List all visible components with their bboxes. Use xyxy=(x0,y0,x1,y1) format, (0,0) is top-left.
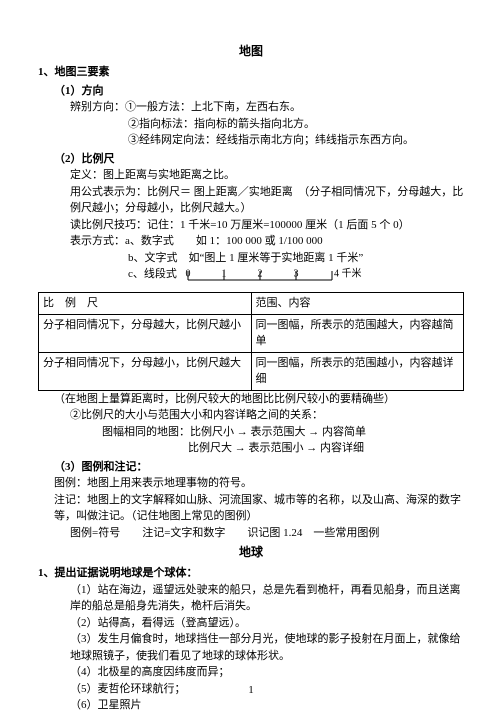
table-cell: 同一图幅，所表示的范围越大，内容越简单 xyxy=(251,314,464,352)
sec2-p1: （1）站在海边，遥望远处驶来的船只，总是先看到桅杆，再看见船身，而且送离岸的船总… xyxy=(38,582,464,615)
table-cell: 同一图幅，所表示的范围越小，内容越详细 xyxy=(251,352,464,390)
sec1-s2-p6-prefix: c、线段式 xyxy=(128,266,177,283)
sec1-s2-p1: 定义：图上距离与实地距离之比。 xyxy=(38,167,464,184)
sec1-s3-p3: 图例=符号 注记=文字和数字 识记图 1.24 一些常用图例 xyxy=(38,525,464,542)
sec1-s1-p2: ②指向标法：指向标的箭头指向北方。 xyxy=(38,116,464,133)
table-row: 比 例 尺 范围、内容 xyxy=(39,293,464,315)
ruler-tick-1: 1 xyxy=(221,268,226,279)
sec1-s3-p2: 注记：地图上的文字解释如山脉、河流国家、城市等的名称，以及山高、海深的数字等，叫… xyxy=(38,492,464,525)
scale-ruler: 0 1 2 3 4 千米 xyxy=(183,266,363,288)
sec1-s2-p4: 表示方式：a、数字式 如 1：100 000 或 1/100 000 xyxy=(38,233,464,250)
sec1-s2-p3: 读比例尺技巧：记住：1 千米=10 万厘米=100000 厘米（1 后面 5 个… xyxy=(38,217,464,234)
sec1-s3-p1: 图例：地图上用来表示地理事物的符号。 xyxy=(38,475,464,492)
sec1-s2-p10: 比例尺大 → 表示范围小 → 内容详细 xyxy=(38,440,464,457)
sec2-p3: （3）发生月偏食时，地球挡住一部分月光，使地球的影子投射在月面上，就像给地球照镜… xyxy=(38,631,464,664)
page-number: 1 xyxy=(0,682,502,699)
sec1-s1-heading: （1）方向 xyxy=(38,83,464,100)
scale-table: 比 例 尺 范围、内容 分子相同情况下，分母越大，比例尺越小 同一图幅，所表示的… xyxy=(38,292,464,391)
ruler-tick-0: 0 xyxy=(185,268,190,279)
sec1-s1-p1: 辨别方向：①一般方法：上北下南，左西右东。 xyxy=(38,99,464,116)
sec1-s3-heading: （3）图例和注记： xyxy=(38,459,464,476)
sec1-s2-heading: （2）比例尺 xyxy=(38,151,464,168)
table-cell: 分子相同情况下，分母越小，比例尺越大 xyxy=(39,352,252,390)
table-row: 分子相同情况下，分母越大，比例尺越小 同一图幅，所表示的范围越大，内容越简单 xyxy=(39,314,464,352)
sec1-s2-p5: b、文字式 如“图上 1 厘米等于实地距离 1 千米” xyxy=(38,250,464,267)
table-header-2: 范围、内容 xyxy=(251,293,464,315)
table-row: 分子相同情况下，分母越小，比例尺越大 同一图幅，所表示的范围越小，内容越详细 xyxy=(39,352,464,390)
sec1-s2-p2: 用公式表示为：比例尺＝ 图上距离／实地距离 （分子相同情况下，分母越大，比例尺越… xyxy=(38,184,464,217)
sec1-heading: 1、地图三要素 xyxy=(38,64,464,81)
ruler-tick-2: 2 xyxy=(257,268,262,279)
sec2-p2: （2）站得高，看得远（登高望远）。 xyxy=(38,615,464,632)
sec2-heading: 1、提出证据说明地球是个球体： xyxy=(38,565,464,582)
sec2-p4: （4）北极星的高度因纬度而异； xyxy=(38,664,464,681)
sec2-p6: （6）卫星照片 xyxy=(38,697,464,714)
table-cell: 分子相同情况下，分母越大，比例尺越小 xyxy=(39,314,252,352)
doc-title-earth: 地球 xyxy=(38,543,464,561)
sec1-s2-p8: ②比例尺的大小与范围大小和内容详略之间的关系： xyxy=(38,407,464,424)
sec1-s1-p3: ③经纬网定向法：经线指示南北方向；纬线指示东西方向。 xyxy=(38,132,464,149)
sec1-s2-p9: 图幅相同的地图：比例尺小 → 表示范围大 → 内容简单 xyxy=(38,424,464,441)
table-header-1: 比 例 尺 xyxy=(39,293,252,315)
sec1-s2-p7: （在地图上量算距离时，比例尺较大的地图比比例尺较小的要精确些） xyxy=(38,391,464,408)
ruler-tick-3: 3 xyxy=(293,268,298,279)
doc-title-map: 地图 xyxy=(38,42,464,60)
ruler-tick-4: 4 千米 xyxy=(334,266,362,279)
